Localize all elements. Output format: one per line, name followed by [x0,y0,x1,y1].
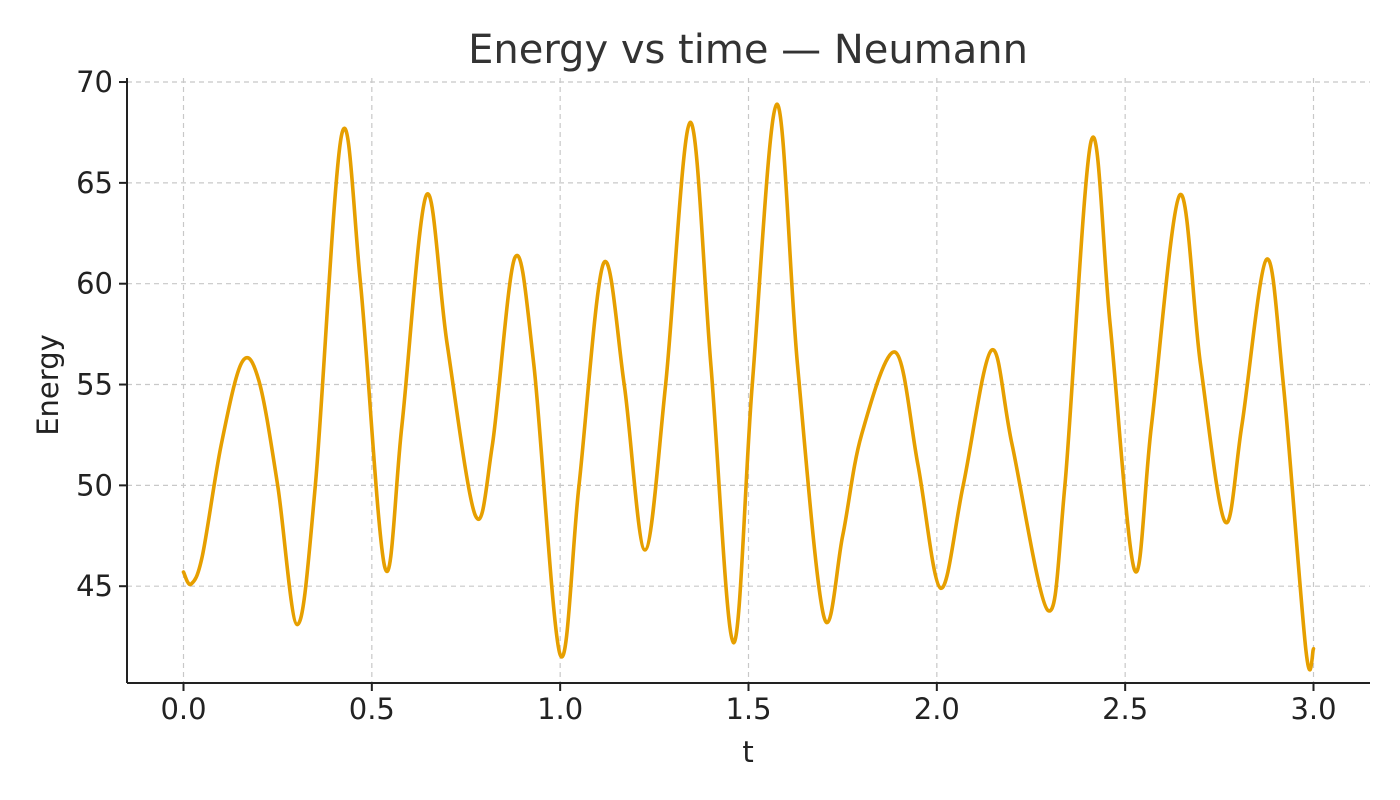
y-ticks: 45 50 55 60 65 70 [76,65,127,603]
x-tick-label-4: 2.0 [914,692,960,726]
x-tick-label-2: 1.0 [537,692,583,726]
chart-title: Energy vs time — Neumann [468,27,1028,73]
x-axis-label: t [742,735,753,769]
y-tick-label-2: 55 [76,368,113,402]
x-tick-label-6: 3.0 [1290,692,1336,726]
y-tick-label-4: 65 [76,166,113,200]
x-ticks: 0.0 0.5 1.0 1.5 2.0 2.5 3.0 [160,683,1337,726]
x-tick-label-3: 1.5 [725,692,771,726]
grid [127,78,1370,683]
energy-series-line [181,102,1316,672]
y-tick-label-0: 45 [76,569,113,603]
plot-area [181,102,1316,672]
y-tick-label-5: 70 [76,65,113,99]
y-axis-label: Energy [31,334,65,436]
x-tick-label-0: 0.0 [160,692,206,726]
x-tick-label-5: 2.5 [1102,692,1148,726]
x-tick-label-1: 0.5 [349,692,395,726]
y-tick-label-3: 60 [76,267,113,301]
y-tick-label-1: 50 [76,468,113,502]
